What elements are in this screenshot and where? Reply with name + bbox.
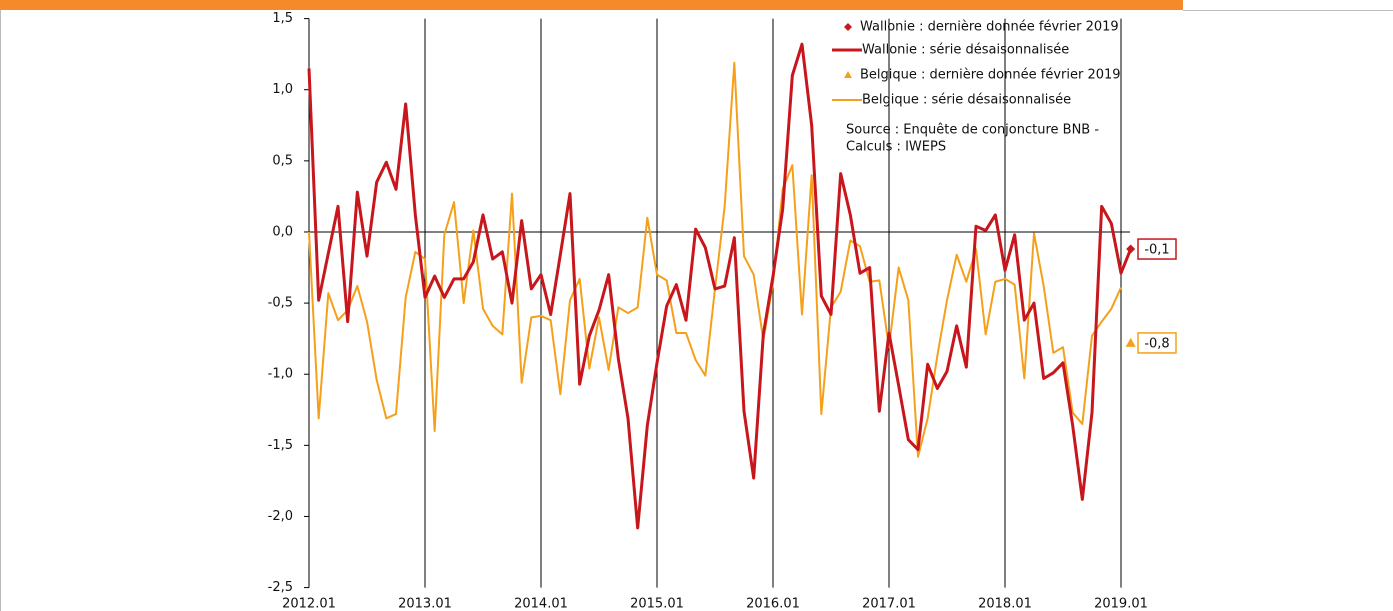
x-tick-label: 2018.01 [978, 597, 1032, 611]
legend-label: Wallonie : dernière donnée février 2019 [860, 20, 1119, 35]
legend-label: Belgique : série désaisonnalisée [862, 93, 1071, 108]
y-tick-label: -2,5 [268, 580, 293, 595]
y-tick-label: 1,0 [272, 82, 293, 97]
x-tick-label: 2013.01 [398, 597, 452, 611]
value-label-box [1137, 332, 1177, 354]
source-note: Calculs : IWEPS [846, 140, 946, 155]
line [307, 42, 1133, 530]
marker [1126, 244, 1136, 254]
x-tick-label: 2017.01 [862, 597, 916, 611]
y-tick-label: -1,0 [268, 367, 293, 382]
legend-label: Belgique : dernière donnée février 2019 [860, 68, 1121, 83]
legend-label: Wallonie : série désaisonnalisée [862, 43, 1069, 58]
y-tick-label: 0,0 [272, 224, 293, 239]
x-tick-label: 2019.01 [1094, 597, 1148, 611]
x-tick-label: 2016.01 [746, 597, 800, 611]
legend-symbol [844, 71, 852, 78]
x-tick-label: 2014.01 [514, 597, 568, 611]
x-tick-label: 2012.01 [282, 597, 336, 611]
value-label: -0,8 [1144, 336, 1169, 351]
y-tick-label: -0,5 [268, 296, 293, 311]
y-tick-label: -1,5 [268, 438, 293, 453]
y-tick-label: -2,0 [268, 509, 293, 524]
value-label-box [1137, 238, 1177, 260]
y-tick-label: 1,5 [272, 11, 293, 26]
y-tick-label: 0,5 [272, 153, 293, 168]
source-note: Source : Enquête de conjoncture BNB - [846, 123, 1099, 138]
marker [1125, 337, 1136, 347]
header-bar [0, 0, 1183, 10]
legend-symbol [844, 23, 852, 31]
value-label: -0,1 [1144, 243, 1169, 258]
x-tick-label: 2015.01 [630, 597, 684, 611]
